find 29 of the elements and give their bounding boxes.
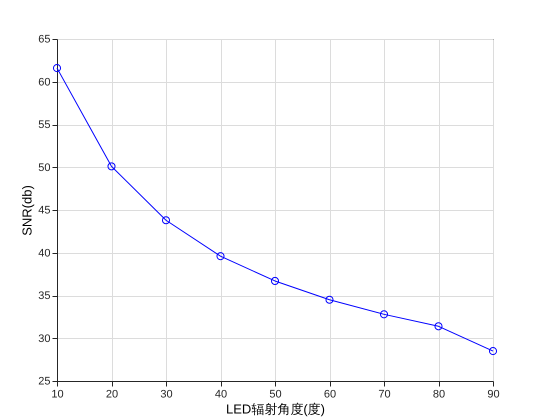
x-tick-label: 80 [432, 388, 446, 400]
point [325, 296, 334, 304]
y-tick-label: 60 [38, 76, 50, 88]
point [52, 64, 62, 72]
x-tick-label: 20 [106, 388, 118, 400]
x-tick-label: 40 [214, 388, 228, 400]
x-tick-label: 30 [160, 388, 173, 400]
y-tick-label: 50 [38, 162, 50, 174]
point [270, 276, 280, 285]
y-tick-label: 25 [38, 376, 50, 388]
point [162, 216, 170, 224]
y-tick-label: 45 [38, 204, 50, 216]
point [488, 347, 498, 356]
point [216, 252, 225, 260]
y-tick-label: 40 [38, 247, 50, 260]
point [434, 322, 443, 330]
x-tick-label: 10 [51, 388, 64, 400]
y-axis-title: SNR(db) [19, 185, 34, 236]
x-tick-label: 60 [324, 388, 336, 400]
x-tick-label: 90 [487, 388, 500, 400]
x-tick-label: 70 [378, 388, 391, 400]
y-tick-label: 35 [38, 290, 50, 302]
y-tick-label: 55 [38, 119, 50, 131]
point [380, 310, 388, 318]
point [107, 162, 116, 170]
x-tick-label: 50 [269, 388, 282, 400]
y-tick-label: 65 [38, 34, 50, 46]
y-tick-label: 30 [38, 332, 50, 345]
x-axis-title: LED辐射角度(度) [226, 402, 325, 416]
